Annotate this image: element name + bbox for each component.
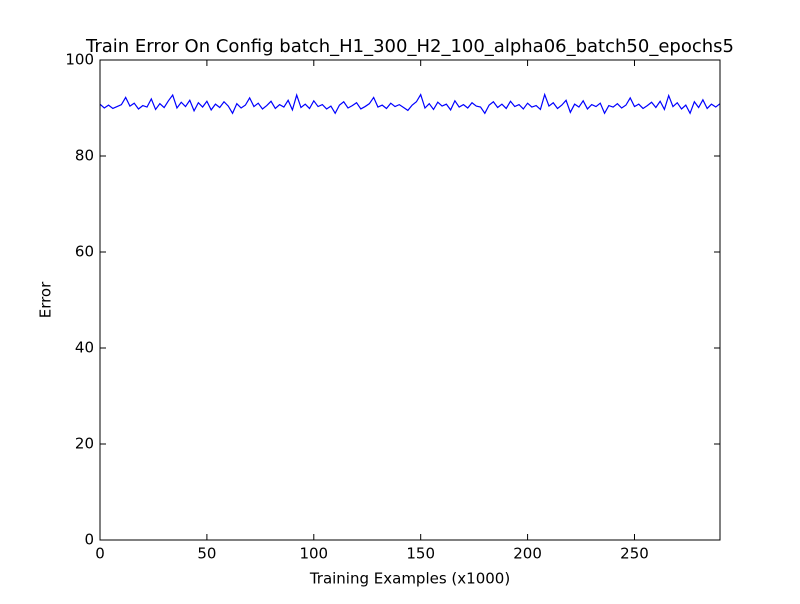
x-tick-label: 100 xyxy=(299,545,328,563)
y-tick-label: 40 xyxy=(75,339,94,357)
plot-frame xyxy=(99,59,721,541)
x-tick-label: 0 xyxy=(95,545,105,563)
x-tick-label: 250 xyxy=(620,545,649,563)
x-tick-label: 50 xyxy=(197,545,216,563)
y-tick-label: 0 xyxy=(84,531,94,549)
x-tick-label: 150 xyxy=(406,545,435,563)
x-axis-label: Training Examples (x1000) xyxy=(309,570,510,588)
y-tick-label: 100 xyxy=(65,51,94,69)
y-tick-label: 80 xyxy=(75,147,94,165)
x-tick-label: 200 xyxy=(513,545,542,563)
y-tick-label: 60 xyxy=(75,243,94,261)
y-tick-label: 20 xyxy=(75,435,94,453)
chart-title: Train Error On Config batch_H1_300_H2_10… xyxy=(85,36,734,57)
y-axis-label: Error xyxy=(37,281,55,318)
data-line xyxy=(99,92,721,115)
